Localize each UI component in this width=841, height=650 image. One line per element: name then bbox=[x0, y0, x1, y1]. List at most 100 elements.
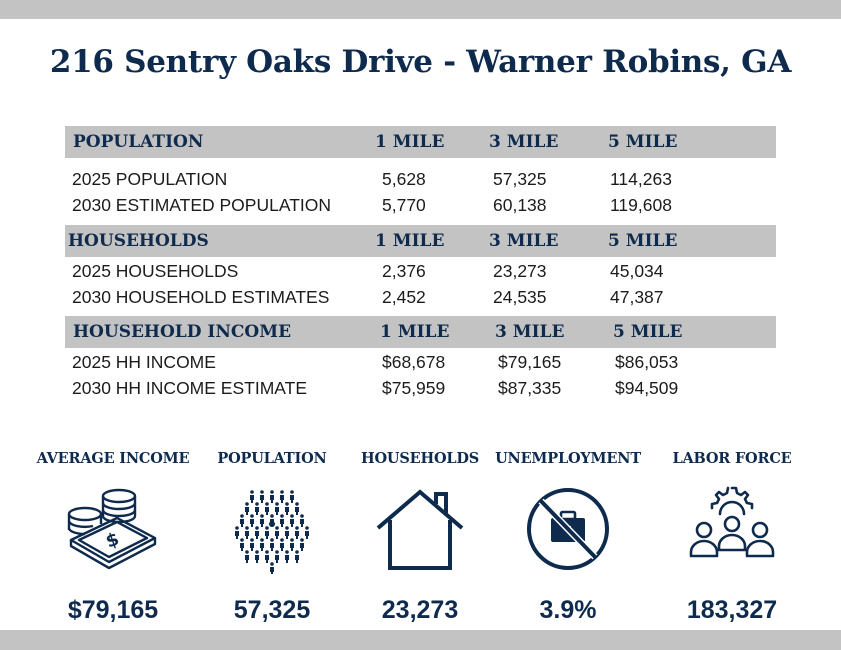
stat-value: $79,165 bbox=[67, 596, 159, 624]
population-table: POPULATION 1 MILE 3 MILE 5 MILE 2025 POP… bbox=[65, 126, 776, 217]
value-1-mile: $68,678 bbox=[382, 352, 446, 372]
section-heading: HOUSEHOLDS bbox=[68, 231, 209, 251]
person-body bbox=[270, 543, 274, 551]
person-head bbox=[260, 514, 264, 518]
no-briefcase-icon bbox=[527, 488, 609, 570]
stats-row: AVERAGE INCOME $ $79,165 POPULATION 57,3… bbox=[0, 440, 841, 630]
person-body bbox=[285, 507, 289, 515]
stat-label: HOUSEHOLDS bbox=[360, 450, 480, 467]
money-coins-icon: $ bbox=[67, 488, 157, 570]
value-1-mile: 5,770 bbox=[382, 195, 426, 215]
person-head bbox=[280, 490, 284, 494]
person-body bbox=[260, 543, 264, 551]
stat-label: LABOR FORCE bbox=[672, 450, 792, 467]
person-head bbox=[270, 562, 274, 566]
person-body bbox=[250, 519, 254, 527]
household-income-header: HOUSEHOLD INCOME 1 MILE 3 MILE 5 MILE bbox=[65, 316, 776, 348]
person-head bbox=[270, 538, 274, 542]
people-crowd-icon bbox=[235, 490, 309, 574]
person-head bbox=[240, 538, 244, 542]
top-band bbox=[0, 0, 841, 19]
table-row: 2025 HH INCOME $68,678 $79,165 $86,053 bbox=[65, 348, 776, 374]
person-head bbox=[245, 550, 249, 554]
svg-text:$: $ bbox=[103, 529, 122, 553]
person-body bbox=[295, 507, 299, 515]
household-income-table: HOUSEHOLD INCOME 1 MILE 3 MILE 5 MILE 20… bbox=[65, 316, 776, 400]
person-head bbox=[250, 514, 254, 518]
house-icon bbox=[376, 489, 464, 570]
person-head bbox=[290, 490, 294, 494]
person-head bbox=[300, 538, 304, 542]
table-row: 2030 HOUSEHOLD ESTIMATES 2,452 24,535 47… bbox=[65, 283, 776, 309]
person-head bbox=[275, 526, 279, 530]
row-label: 2030 HH INCOME ESTIMATE bbox=[72, 378, 308, 398]
stat-value: 3.9% bbox=[539, 596, 597, 624]
person-head bbox=[300, 514, 304, 518]
person-body bbox=[295, 555, 299, 563]
value-1-mile: 5,628 bbox=[382, 169, 426, 189]
stat-label: AVERAGE INCOME bbox=[36, 450, 190, 467]
person-body bbox=[240, 519, 244, 527]
person-head bbox=[255, 502, 259, 506]
person-body bbox=[300, 519, 304, 527]
person-head bbox=[250, 490, 254, 494]
person-head bbox=[270, 490, 274, 494]
col-5-mile: 5 MILE bbox=[613, 322, 683, 342]
person-head bbox=[270, 514, 274, 518]
col-3-mile: 3 MILE bbox=[495, 322, 565, 342]
person-head bbox=[305, 526, 309, 530]
person-head bbox=[255, 550, 259, 554]
value-5-mile: 114,263 bbox=[610, 169, 672, 189]
row-label: 2025 HOUSEHOLDS bbox=[72, 261, 239, 281]
households-header: HOUSEHOLDS 1 MILE 3 MILE 5 MILE bbox=[65, 225, 776, 257]
person-body bbox=[300, 543, 304, 551]
value-5-mile: 45,034 bbox=[610, 261, 664, 281]
person-head bbox=[290, 538, 294, 542]
col-5-mile: 5 MILE bbox=[608, 231, 678, 251]
stat-average-income: AVERAGE INCOME $ $79,165 bbox=[28, 440, 198, 630]
person-body bbox=[285, 555, 289, 563]
population-header: POPULATION 1 MILE 3 MILE 5 MILE bbox=[65, 126, 776, 158]
person-head bbox=[290, 514, 294, 518]
person-body bbox=[265, 555, 269, 563]
col-3-mile: 3 MILE bbox=[489, 231, 559, 251]
col-1-mile: 1 MILE bbox=[375, 132, 445, 152]
person-head bbox=[285, 550, 289, 554]
person-body bbox=[290, 543, 294, 551]
col-3-mile: 3 MILE bbox=[489, 132, 559, 152]
row-label: 2025 POPULATION bbox=[72, 169, 228, 189]
person-body bbox=[275, 507, 279, 515]
person-body bbox=[265, 531, 269, 539]
person-head bbox=[275, 550, 279, 554]
person-head bbox=[265, 550, 269, 554]
value-1-mile: 2,376 bbox=[382, 261, 426, 281]
person-body bbox=[270, 567, 274, 574]
value-5-mile: 119,608 bbox=[610, 195, 672, 215]
person-body bbox=[280, 543, 284, 551]
person-body bbox=[275, 531, 279, 539]
person-head bbox=[255, 526, 259, 530]
person-head bbox=[285, 502, 289, 506]
table-row: 2025 POPULATION 5,628 57,325 114,263 bbox=[65, 165, 776, 191]
person-body bbox=[235, 531, 239, 539]
households-table: HOUSEHOLDS 1 MILE 3 MILE 5 MILE 2025 HOU… bbox=[65, 225, 776, 309]
workers-gear-icon bbox=[689, 486, 775, 558]
stat-unemployment: UNEMPLOYMENT 3.9% bbox=[483, 440, 653, 630]
table-row: 2025 HOUSEHOLDS 2,376 23,273 45,034 bbox=[65, 257, 776, 283]
value-3-mile: $79,165 bbox=[498, 352, 562, 372]
value-5-mile: $86,053 bbox=[615, 352, 679, 372]
col-1-mile: 1 MILE bbox=[380, 322, 450, 342]
person-body bbox=[255, 507, 259, 515]
person-body bbox=[250, 543, 254, 551]
person-head bbox=[265, 502, 269, 506]
person-head bbox=[245, 502, 249, 506]
stat-population: POPULATION 57,325 bbox=[187, 440, 357, 630]
person-head bbox=[260, 538, 264, 542]
value-1-mile: 2,452 bbox=[382, 287, 426, 307]
person-body bbox=[250, 495, 254, 503]
person-body bbox=[275, 555, 279, 563]
col-1-mile: 1 MILE bbox=[375, 231, 445, 251]
person-body bbox=[260, 495, 264, 503]
person-body bbox=[255, 555, 259, 563]
stat-value: 57,325 bbox=[233, 596, 311, 624]
